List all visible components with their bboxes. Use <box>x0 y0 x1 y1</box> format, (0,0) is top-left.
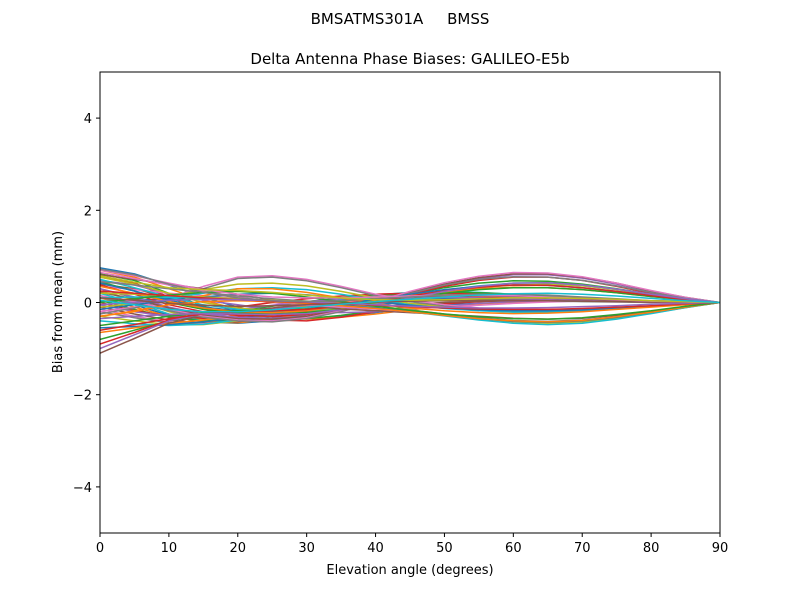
x-axis-label: Elevation angle (degrees) <box>326 563 493 578</box>
chart-title: Delta Antenna Phase Biases: GALILEO-E5b <box>250 50 569 68</box>
x-tick-label: 30 <box>298 541 315 556</box>
x-tick-label: 0 <box>96 541 104 556</box>
x-tick-label: 50 <box>436 541 453 556</box>
x-tick-label: 90 <box>712 541 729 556</box>
x-tick-label: 70 <box>574 541 591 556</box>
x-tick-label: 40 <box>367 541 384 556</box>
x-tick-label: 60 <box>505 541 522 556</box>
x-tick-label: 10 <box>161 541 178 556</box>
chart-suptitle: BMSATMS301A BMSS <box>311 10 490 28</box>
y-tick-label: 4 <box>84 112 92 127</box>
x-tick-label: 80 <box>643 541 660 556</box>
y-tick-label: 0 <box>84 297 92 312</box>
y-tick-label: 2 <box>84 204 92 219</box>
chart: BMSATMS301A BMSS Delta Antenna Phase Bia… <box>0 0 800 600</box>
y-axis-label: Bias from mean (mm) <box>51 231 66 373</box>
y-tick-label: −4 <box>73 481 92 496</box>
y-tick-label: −2 <box>73 389 92 404</box>
x-tick-label: 20 <box>230 541 247 556</box>
